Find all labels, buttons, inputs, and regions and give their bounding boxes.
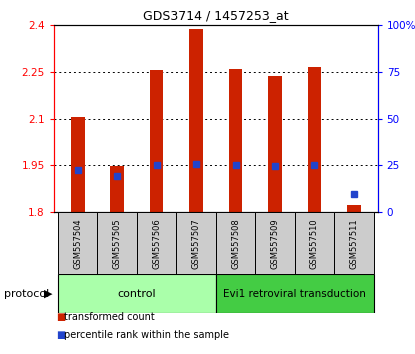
Bar <box>255 212 295 274</box>
Bar <box>295 212 334 274</box>
Title: GDS3714 / 1457253_at: GDS3714 / 1457253_at <box>143 9 288 22</box>
Text: GSM557504: GSM557504 <box>73 218 82 269</box>
Text: control: control <box>117 289 156 299</box>
Bar <box>71 117 85 212</box>
Bar <box>98 212 137 274</box>
Bar <box>216 212 255 274</box>
Text: GSM557506: GSM557506 <box>152 218 161 269</box>
Text: GSM557509: GSM557509 <box>271 218 280 269</box>
Text: ■: ■ <box>56 330 65 340</box>
Bar <box>58 274 216 313</box>
Text: GSM557507: GSM557507 <box>192 218 200 269</box>
Text: protocol: protocol <box>4 289 49 299</box>
Text: GSM557511: GSM557511 <box>349 218 359 269</box>
Bar <box>308 67 321 212</box>
Bar <box>229 69 242 212</box>
Bar <box>58 212 98 274</box>
Bar <box>268 76 282 212</box>
Bar <box>334 212 374 274</box>
Bar <box>347 205 361 212</box>
Bar <box>110 166 124 212</box>
Bar <box>150 70 164 212</box>
Text: transformed count: transformed count <box>64 312 155 322</box>
Text: Evi1 retroviral transduction: Evi1 retroviral transduction <box>223 289 366 299</box>
Text: GSM557510: GSM557510 <box>310 218 319 269</box>
Bar <box>176 212 216 274</box>
Text: ▶: ▶ <box>44 289 52 299</box>
Bar <box>189 29 203 212</box>
Text: ■: ■ <box>56 312 65 322</box>
Text: percentile rank within the sample: percentile rank within the sample <box>64 330 229 340</box>
Bar <box>216 274 374 313</box>
Text: GSM557505: GSM557505 <box>112 218 122 269</box>
Bar <box>137 212 176 274</box>
Text: GSM557508: GSM557508 <box>231 218 240 269</box>
